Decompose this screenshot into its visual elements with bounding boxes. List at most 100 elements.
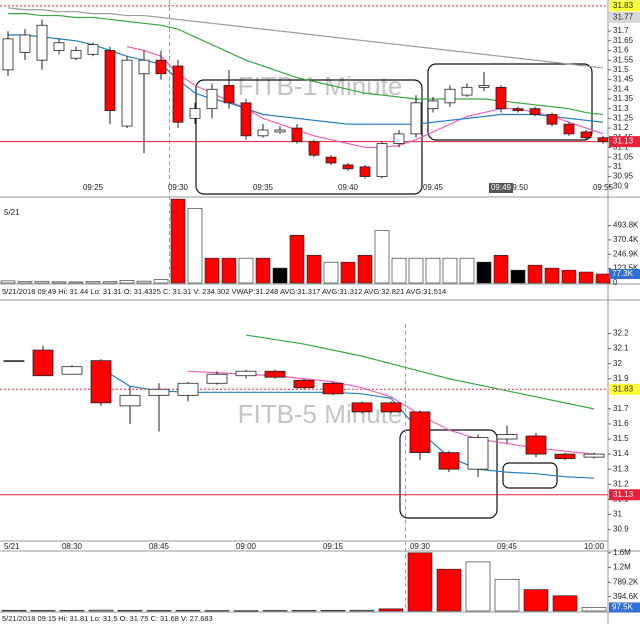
y-tick-label: 30.9 bbox=[613, 181, 629, 190]
volume-bar bbox=[68, 281, 84, 284]
candle-body bbox=[138, 59, 150, 75]
y-tick-label: 31.2 bbox=[613, 479, 629, 488]
volume-bar bbox=[578, 271, 594, 284]
candle-body bbox=[308, 141, 320, 156]
volume-bar bbox=[523, 589, 549, 612]
info-line: 5/21/2018 09:15 Hi: 31.81 Lo: 31.5 O: 31… bbox=[2, 614, 213, 623]
volume-bar bbox=[289, 234, 305, 284]
moving-average bbox=[7, 7, 604, 69]
volume-bar bbox=[187, 208, 203, 284]
volume-bar bbox=[233, 610, 259, 612]
candle-body bbox=[496, 434, 518, 440]
volume-bar bbox=[465, 561, 491, 612]
y-tick-label: 30.95 bbox=[613, 172, 634, 181]
y-tick-label: 31.7 bbox=[613, 404, 629, 413]
candle-body bbox=[580, 131, 592, 139]
volume-bar bbox=[255, 257, 271, 284]
candle-body bbox=[274, 129, 286, 133]
candle-body bbox=[583, 453, 605, 458]
y-tick-label: 32 bbox=[613, 359, 622, 368]
x-tick-label: 09:30 bbox=[168, 183, 189, 192]
volume-bar bbox=[88, 609, 114, 612]
volume-bar bbox=[34, 280, 50, 284]
volume-bar bbox=[204, 610, 230, 612]
info-line: 5/21/2018 09:49 Hi: 31.44 Lo: 31.31 O: 3… bbox=[2, 287, 446, 296]
volume-bar bbox=[30, 610, 56, 612]
volume-bar bbox=[425, 257, 441, 284]
candle-body bbox=[525, 435, 547, 455]
volume-tag bbox=[609, 602, 640, 613]
candle-body bbox=[393, 133, 405, 144]
volume-bar bbox=[493, 254, 509, 284]
candle-body bbox=[380, 402, 402, 413]
candle-body bbox=[563, 123, 575, 135]
candle-body bbox=[351, 402, 373, 413]
volume-bar bbox=[544, 267, 560, 284]
candle-body bbox=[264, 370, 286, 378]
y-tick-label: 31.65 bbox=[613, 36, 634, 45]
volume-bar bbox=[595, 273, 611, 284]
price-tag bbox=[609, 12, 640, 24]
volume-bar bbox=[436, 568, 462, 612]
candle-body bbox=[293, 379, 315, 389]
volume-bar bbox=[374, 230, 390, 284]
volume-tag-label: 77.3K bbox=[612, 269, 634, 278]
volume-bar bbox=[85, 281, 101, 284]
candle-body bbox=[410, 102, 422, 135]
price-tag-label: 31.13 bbox=[613, 490, 634, 499]
candle-body bbox=[53, 42, 65, 51]
candle-body bbox=[32, 349, 54, 377]
y-tick-label: 31.2 bbox=[613, 123, 629, 132]
candle-body bbox=[104, 50, 116, 112]
volume-bar bbox=[459, 257, 475, 284]
x-tick-label: 08:30 bbox=[62, 542, 83, 551]
volume-bar bbox=[494, 579, 520, 612]
x-tick-label: 09:40 bbox=[338, 183, 359, 192]
candle-body bbox=[148, 388, 170, 396]
x-tick-label: 09:45 bbox=[497, 542, 518, 551]
candle-body bbox=[359, 166, 371, 177]
volume-bar bbox=[117, 609, 143, 612]
watermark: FITB-1 Minute bbox=[238, 71, 403, 101]
volume-bar bbox=[102, 281, 118, 284]
candle-body bbox=[554, 453, 576, 460]
volume-bar bbox=[1, 609, 27, 612]
y-tick-label: 31.7 bbox=[613, 26, 629, 35]
y-tick-label: 31.5 bbox=[613, 65, 629, 74]
x-tick-label: 09:15 bbox=[323, 542, 344, 551]
volume-tick-label: 789.2K bbox=[613, 577, 639, 586]
volume-bar bbox=[238, 257, 254, 284]
price-tag bbox=[609, 489, 640, 501]
candle-body bbox=[342, 164, 354, 170]
candle-body bbox=[61, 366, 83, 375]
watermark: FITB-5 Minute bbox=[238, 399, 403, 429]
y-tick-label: 31.25 bbox=[613, 113, 634, 122]
candle-body bbox=[87, 44, 99, 55]
y-tick-label: 31.5 bbox=[613, 434, 629, 443]
candle-body bbox=[512, 108, 524, 112]
volume-tick-label: 123.5K bbox=[613, 264, 639, 273]
candle-body bbox=[206, 373, 228, 384]
volume-bar bbox=[408, 257, 424, 284]
candle-body bbox=[121, 59, 133, 127]
candle-body bbox=[427, 100, 439, 110]
x-tick-label: 09:30 bbox=[410, 542, 431, 551]
volume-bar bbox=[221, 257, 237, 284]
candle-body bbox=[19, 34, 31, 53]
candle-body bbox=[119, 394, 141, 407]
volume-bar bbox=[262, 610, 288, 612]
x-tick-label: 09:45 bbox=[423, 183, 444, 192]
candle-body bbox=[90, 360, 112, 404]
volume-bar bbox=[136, 280, 152, 284]
candle-body bbox=[177, 382, 199, 396]
candle-body bbox=[2, 38, 14, 71]
price-tag-label: 31.13 bbox=[613, 137, 634, 146]
candle-body bbox=[461, 86, 473, 96]
volume-bar bbox=[391, 257, 407, 284]
price-tag bbox=[609, 0, 640, 12]
volume-bar bbox=[153, 279, 169, 284]
y-tick-label: 31.6 bbox=[613, 419, 629, 428]
volume-bar bbox=[357, 254, 373, 284]
candle-body bbox=[376, 143, 388, 177]
